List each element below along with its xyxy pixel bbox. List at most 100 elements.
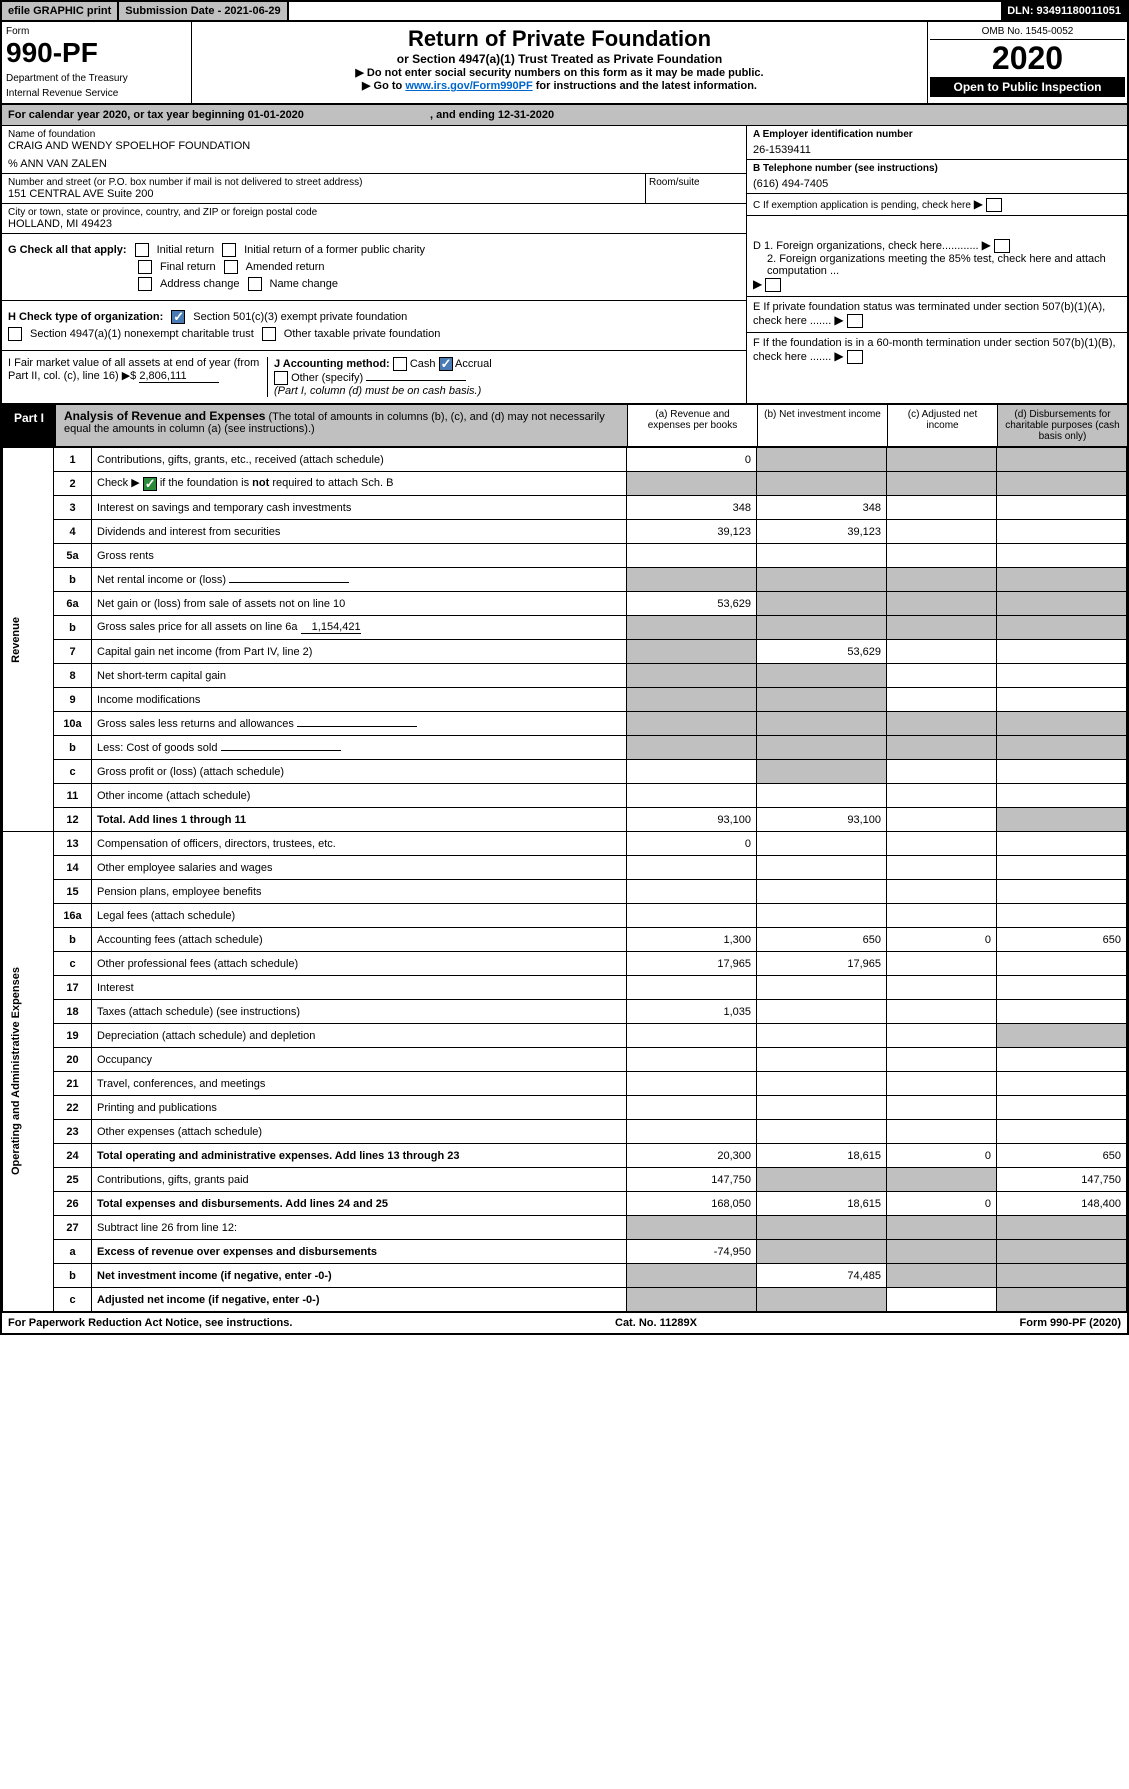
form-header: Form 990-PF Department of the Treasury I…	[2, 22, 1127, 105]
cash-cb[interactable]	[393, 357, 407, 371]
city-label: City or town, state or province, country…	[8, 207, 740, 218]
amount-cell: 147,750	[997, 1168, 1127, 1192]
part1-colheads: (a) Revenue and expenses per books (b) N…	[627, 405, 1127, 446]
amount-cell	[757, 688, 887, 712]
row-num: 14	[54, 856, 92, 880]
amount-cell	[627, 760, 757, 784]
row-desc: Taxes (attach schedule) (see instruction…	[92, 1000, 627, 1024]
amount-cell	[997, 712, 1127, 736]
name-change-cb[interactable]	[248, 277, 262, 291]
row-desc: Pension plans, employee benefits	[92, 880, 627, 904]
row-desc: Printing and publications	[92, 1096, 627, 1120]
row-desc: Net gain or (loss) from sale of assets n…	[92, 592, 627, 616]
amount-cell	[627, 1264, 757, 1288]
row-desc: Occupancy	[92, 1048, 627, 1072]
table-row: 3Interest on savings and temporary cash …	[3, 496, 1127, 520]
row-num: b	[54, 928, 92, 952]
row-desc: Check ▶ if the foundation is not require…	[92, 472, 627, 496]
amount-cell	[757, 736, 887, 760]
amount-cell	[627, 736, 757, 760]
table-row: 19Depreciation (attach schedule) and dep…	[3, 1024, 1127, 1048]
c-checkbox[interactable]	[986, 198, 1002, 212]
row-desc: Excess of revenue over expenses and disb…	[92, 1240, 627, 1264]
amount-cell	[887, 1024, 997, 1048]
initial-return-cb[interactable]	[135, 243, 149, 257]
header-center: Return of Private Foundation or Section …	[192, 22, 927, 103]
4947-cb[interactable]	[8, 327, 22, 341]
amount-cell: 147,750	[627, 1168, 757, 1192]
part1-desc: Analysis of Revenue and Expenses (The to…	[56, 405, 627, 446]
info-block: Name of foundation CRAIG AND WENDY SPOEL…	[2, 126, 1127, 234]
f-checkbox[interactable]	[847, 350, 863, 364]
foundation-name: CRAIG AND WENDY SPOELHOF FOUNDATION	[8, 140, 740, 152]
room-cell: Room/suite	[646, 174, 746, 204]
final-return-cb[interactable]	[138, 260, 152, 274]
efile-print-label[interactable]: efile GRAPHIC print	[2, 2, 119, 20]
footer-right: Form 990-PF (2020)	[1020, 1317, 1121, 1329]
amount-cell	[627, 1072, 757, 1096]
table-row: 22Printing and publications	[3, 1096, 1127, 1120]
phone-val: (616) 494-7405	[753, 178, 1121, 190]
schb-checkbox[interactable]	[143, 477, 157, 491]
table-row: cOther professional fees (attach schedul…	[3, 952, 1127, 976]
dept-treasury: Department of the Treasury	[6, 73, 187, 84]
h-opt-2: Section 4947(a)(1) nonexempt charitable …	[30, 328, 254, 340]
tax-year: 2020	[930, 40, 1125, 77]
e-label: E If private foundation status was termi…	[753, 301, 1105, 327]
addr-val: 151 CENTRAL AVE Suite 200	[8, 188, 639, 200]
addr-change-cb[interactable]	[138, 277, 152, 291]
footer-left: For Paperwork Reduction Act Notice, see …	[8, 1317, 292, 1329]
j-note: (Part I, column (d) must be on cash basi…	[274, 385, 481, 397]
form-link[interactable]: www.irs.gov/Form990PF	[405, 80, 532, 92]
row-desc: Dividends and interest from securities	[92, 520, 627, 544]
501c3-cb[interactable]	[171, 310, 185, 324]
table-row: 25Contributions, gifts, grants paid147,7…	[3, 1168, 1127, 1192]
amount-cell	[887, 1240, 997, 1264]
amount-cell	[887, 904, 997, 928]
amount-cell	[757, 1288, 887, 1312]
table-row: 8Net short-term capital gain	[3, 664, 1127, 688]
amount-cell	[757, 1120, 887, 1144]
row-num: b	[54, 1264, 92, 1288]
amount-cell	[997, 1240, 1127, 1264]
row-num: 16a	[54, 904, 92, 928]
amount-cell	[627, 1048, 757, 1072]
row-desc: Travel, conferences, and meetings	[92, 1072, 627, 1096]
row-num: 23	[54, 1120, 92, 1144]
d2-checkbox[interactable]	[765, 278, 781, 292]
other-taxable-cb[interactable]	[262, 327, 276, 341]
form-title: Return of Private Foundation	[200, 26, 919, 52]
d1-checkbox[interactable]	[994, 239, 1010, 253]
h-label: H Check type of organization:	[8, 311, 163, 323]
part1-title: Analysis of Revenue and Expenses	[64, 409, 265, 423]
amount-cell	[887, 520, 997, 544]
amount-cell	[627, 688, 757, 712]
e-cell: E If private foundation status was termi…	[747, 297, 1127, 333]
amended-cb[interactable]	[224, 260, 238, 274]
amount-cell	[997, 1024, 1127, 1048]
row-desc: Total. Add lines 1 through 11	[92, 808, 627, 832]
e-checkbox[interactable]	[847, 314, 863, 328]
arrow-icon: ▶	[974, 197, 987, 211]
amount-cell	[627, 976, 757, 1000]
initial-former-cb[interactable]	[222, 243, 236, 257]
amount-cell	[887, 1216, 997, 1240]
amount-cell	[887, 544, 997, 568]
name-label: Name of foundation	[8, 129, 740, 140]
amount-cell: 53,629	[627, 592, 757, 616]
g-label: G Check all that apply:	[8, 244, 127, 256]
row-num: 26	[54, 1192, 92, 1216]
other-method-cb[interactable]	[274, 371, 288, 385]
g-opt-3: Amended return	[246, 261, 325, 273]
row-num: c	[54, 952, 92, 976]
g-opt-5: Name change	[270, 278, 339, 290]
row-num: 10a	[54, 712, 92, 736]
info-right: A Employer identification number 26-1539…	[747, 126, 1127, 234]
amount-cell	[757, 760, 887, 784]
row-desc: Less: Cost of goods sold	[92, 736, 627, 760]
row-num: 25	[54, 1168, 92, 1192]
amount-cell	[757, 1240, 887, 1264]
amount-cell	[757, 1048, 887, 1072]
amount-cell	[997, 1216, 1127, 1240]
accrual-cb[interactable]	[439, 357, 453, 371]
